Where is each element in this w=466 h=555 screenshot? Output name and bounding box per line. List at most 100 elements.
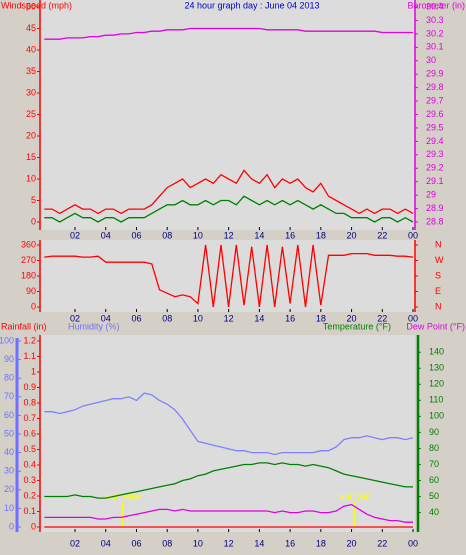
y3-tick-label: 50 xyxy=(4,428,14,438)
y-axis-label: Windspeed (mph) xyxy=(1,0,72,10)
y3-tick-label: 80 xyxy=(4,373,14,383)
y-tick-label: 0.7 xyxy=(23,413,36,423)
x-tick-label: 06 xyxy=(131,538,141,548)
y2-tick-label: 29.9 xyxy=(426,69,444,79)
y2-tick-label: 120 xyxy=(429,379,444,389)
x-tick-label: 00 xyxy=(408,538,418,548)
y2-tick-label: 140 xyxy=(429,347,444,357)
y2-tick-label: 40 xyxy=(429,507,439,517)
y-tick-label: 0.4 xyxy=(23,459,36,469)
y2-tick-label: 29.7 xyxy=(426,95,444,105)
x-tick-label: 10 xyxy=(193,313,203,323)
y2-tick-label: 29.4 xyxy=(426,136,444,146)
y3-axis-label: Humidity (%) xyxy=(68,321,120,331)
x-tick-label: 02 xyxy=(70,313,80,323)
y2-tick-label: 110 xyxy=(429,395,443,405)
x-tick-label: 12 xyxy=(224,538,234,548)
x-tick-label: 06 xyxy=(131,313,141,323)
y-tick-label: 0.3 xyxy=(23,475,36,485)
y-tick-label: 1.1 xyxy=(23,351,36,361)
x-tick-label: 20 xyxy=(347,313,357,323)
y3-tick-label: 0 xyxy=(9,521,14,531)
y-tick-label: 50 xyxy=(26,1,36,11)
y3-tick-label: 40 xyxy=(4,447,14,457)
y3-tick-label: 30 xyxy=(4,466,14,476)
x-tick-label: 22 xyxy=(377,538,387,548)
series-line xyxy=(44,462,413,499)
y2-tick-label: 70 xyxy=(429,459,439,469)
y3-tick-label: 70 xyxy=(4,391,14,401)
y-tick-label: 30 xyxy=(26,87,36,97)
y-tick-label: 0 xyxy=(31,216,36,226)
y-axis-label: Rainfall (in) xyxy=(1,321,47,331)
x-tick-label: 08 xyxy=(162,313,172,323)
y-tick-label: 1 xyxy=(31,366,36,376)
y3-tick-label: 60 xyxy=(4,410,14,420)
y-tick-label: 360 xyxy=(21,239,36,249)
y2-tick-label: 30 xyxy=(426,55,436,65)
x-tick-label: 04 xyxy=(101,313,111,323)
y2-axis-label: Temperature (°F) xyxy=(323,321,391,331)
y2-tick-label: 29.8 xyxy=(426,82,444,92)
x-tick-label: 08 xyxy=(162,230,172,240)
y-tick-label: 10 xyxy=(26,173,36,183)
x-tick-label: 06 xyxy=(131,230,141,240)
y-tick-label: 5 xyxy=(31,195,36,205)
x-tick-label: 18 xyxy=(316,313,326,323)
x-tick-label: 18 xyxy=(316,538,326,548)
y-tick-label: 20 xyxy=(26,130,36,140)
y2-tick-label: S xyxy=(435,270,441,280)
y-tick-label: 0 xyxy=(31,301,36,311)
y3-tick-label: 100 xyxy=(0,335,14,345)
x-tick-label: 02 xyxy=(70,538,80,548)
y2-tick-label: 80 xyxy=(429,443,439,453)
x-tick-label: 12 xyxy=(224,313,234,323)
series-line xyxy=(44,244,414,308)
chart-title: 24 hour graph day : June 04 2013 xyxy=(184,0,319,10)
y-tick-label: 0.9 xyxy=(23,382,36,392)
plot-area xyxy=(40,335,415,532)
x-tick-label: 14 xyxy=(254,313,264,323)
y2-tick-label: 30.3 xyxy=(426,15,444,25)
series-line xyxy=(44,503,413,523)
y2-tick-label: 28.8 xyxy=(426,216,444,226)
y-tick-label: 0 xyxy=(31,521,36,531)
x-tick-label: 04 xyxy=(101,538,111,548)
y2-tick-label: 29.3 xyxy=(426,149,444,159)
y-tick-label: 15 xyxy=(26,152,36,162)
y-tick-label: 0.6 xyxy=(23,428,36,438)
y-tick-label: 35 xyxy=(26,66,36,76)
y2-tick-label: 30.2 xyxy=(426,28,444,38)
y2-tick-label: 30.1 xyxy=(426,42,444,52)
y2-tick-label: 60 xyxy=(429,475,439,485)
x-tick-label: 10 xyxy=(193,230,203,240)
x-tick-label: 22 xyxy=(377,230,387,240)
x-tick-label: 14 xyxy=(254,230,264,240)
series-line xyxy=(44,195,414,223)
y2-tick-label: 100 xyxy=(429,411,444,421)
y-tick-label: 40 xyxy=(26,44,36,54)
x-tick-label: 14 xyxy=(254,538,264,548)
y2-tick-label: 29 xyxy=(426,190,436,200)
x-tick-label: 16 xyxy=(285,538,295,548)
y2-tick-label: W xyxy=(435,255,444,265)
y2-tick-label: 29.2 xyxy=(426,163,444,173)
y-tick-label: 1.2 xyxy=(23,335,36,345)
x-tick-label: 22 xyxy=(377,313,387,323)
series-line xyxy=(44,27,413,40)
y3-tick-label: 20 xyxy=(4,484,14,494)
y-tick-label: 180 xyxy=(21,270,36,280)
y-tick-label: 25 xyxy=(26,109,36,119)
y-tick-label: 0.2 xyxy=(23,490,36,500)
x-tick-label: 16 xyxy=(285,313,295,323)
y2-tick-label: N xyxy=(435,239,442,249)
y3-tick-label: 90 xyxy=(4,354,14,364)
x-tick-label: 20 xyxy=(347,538,357,548)
x-tick-label: 12 xyxy=(224,230,234,240)
x-tick-label: 08 xyxy=(162,538,172,548)
y2-axis-label-2: Dew Point (°F) xyxy=(406,321,465,331)
annotation: Sun Set xyxy=(339,491,372,501)
annotation: Sun Rise xyxy=(104,491,141,501)
y2-tick-label: 28.9 xyxy=(426,203,444,213)
